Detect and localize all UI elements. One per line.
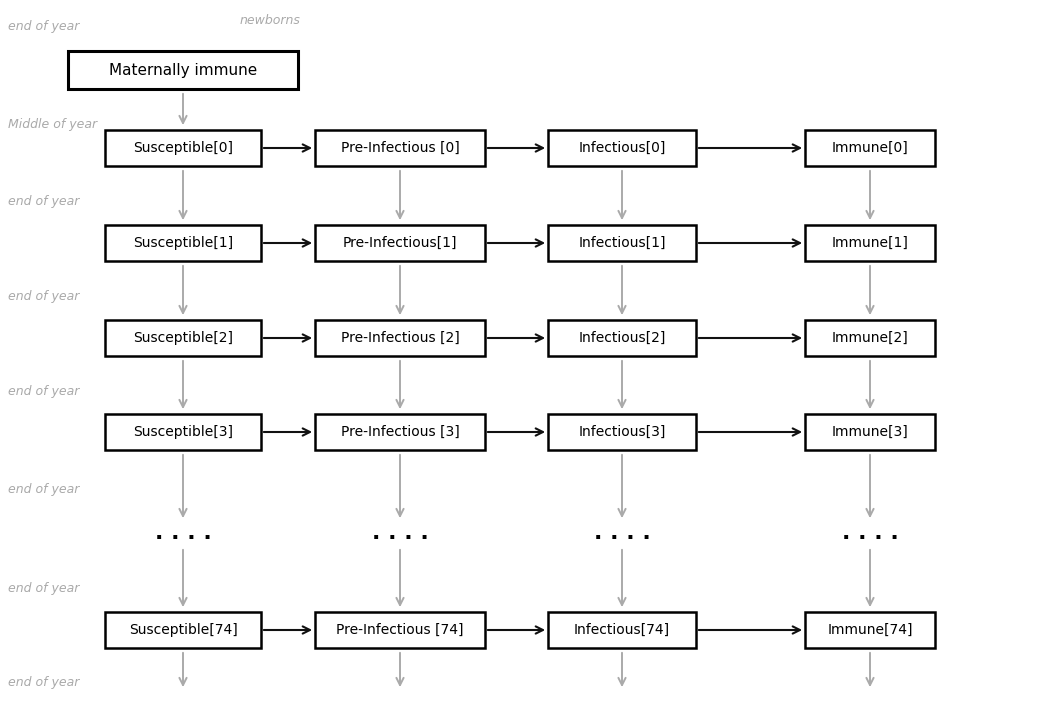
FancyBboxPatch shape	[548, 414, 696, 450]
FancyBboxPatch shape	[805, 414, 935, 450]
Text: Pre-Infectious[1]: Pre-Infectious[1]	[343, 236, 458, 250]
FancyBboxPatch shape	[105, 130, 261, 166]
Text: Susceptible[74]: Susceptible[74]	[129, 623, 237, 637]
Text: Infectious[1]: Infectious[1]	[578, 236, 666, 250]
Text: . . . .: . . . .	[841, 523, 899, 543]
Text: Infectious[74]: Infectious[74]	[574, 623, 670, 637]
Text: end of year: end of year	[8, 195, 79, 208]
FancyBboxPatch shape	[105, 414, 261, 450]
FancyBboxPatch shape	[315, 225, 485, 261]
Text: Pre-Infectious [0]: Pre-Infectious [0]	[341, 141, 460, 155]
Text: Middle of year: Middle of year	[8, 118, 97, 131]
Text: Immune[3]: Immune[3]	[832, 425, 908, 439]
Text: Infectious[2]: Infectious[2]	[578, 331, 666, 345]
FancyBboxPatch shape	[805, 225, 935, 261]
FancyBboxPatch shape	[105, 612, 261, 648]
Text: Immune[2]: Immune[2]	[832, 331, 908, 345]
Text: end of year: end of year	[8, 676, 79, 689]
Text: end of year: end of year	[8, 290, 79, 303]
FancyBboxPatch shape	[805, 320, 935, 356]
Text: end of year: end of year	[8, 483, 79, 496]
FancyBboxPatch shape	[105, 320, 261, 356]
Text: Infectious[0]: Infectious[0]	[578, 141, 666, 155]
FancyBboxPatch shape	[548, 130, 696, 166]
Text: Susceptible[1]: Susceptible[1]	[133, 236, 233, 250]
FancyBboxPatch shape	[105, 225, 261, 261]
Text: Susceptible[2]: Susceptible[2]	[133, 331, 233, 345]
Text: Infectious[3]: Infectious[3]	[578, 425, 666, 439]
Text: end of year: end of year	[8, 20, 79, 33]
FancyBboxPatch shape	[315, 320, 485, 356]
Text: Pre-Infectious [74]: Pre-Infectious [74]	[336, 623, 464, 637]
Text: Immune[74]: Immune[74]	[827, 623, 913, 637]
Text: Maternally immune: Maternally immune	[109, 63, 257, 78]
Text: Immune[0]: Immune[0]	[832, 141, 908, 155]
Text: end of year: end of year	[8, 582, 79, 595]
FancyBboxPatch shape	[68, 51, 298, 89]
Text: . . . .: . . . .	[371, 523, 428, 543]
Text: Immune[1]: Immune[1]	[832, 236, 908, 250]
FancyBboxPatch shape	[315, 130, 485, 166]
FancyBboxPatch shape	[548, 612, 696, 648]
Text: end of year: end of year	[8, 385, 79, 398]
FancyBboxPatch shape	[315, 414, 485, 450]
Text: . . . .: . . . .	[155, 523, 211, 543]
Text: newborns: newborns	[240, 14, 301, 27]
Text: Pre-Infectious [2]: Pre-Infectious [2]	[341, 331, 460, 345]
FancyBboxPatch shape	[805, 612, 935, 648]
FancyBboxPatch shape	[315, 612, 485, 648]
Text: Pre-Infectious [3]: Pre-Infectious [3]	[341, 425, 460, 439]
FancyBboxPatch shape	[548, 320, 696, 356]
Text: Susceptible[3]: Susceptible[3]	[133, 425, 233, 439]
Text: . . . .: . . . .	[594, 523, 650, 543]
FancyBboxPatch shape	[548, 225, 696, 261]
Text: Susceptible[0]: Susceptible[0]	[133, 141, 233, 155]
FancyBboxPatch shape	[805, 130, 935, 166]
